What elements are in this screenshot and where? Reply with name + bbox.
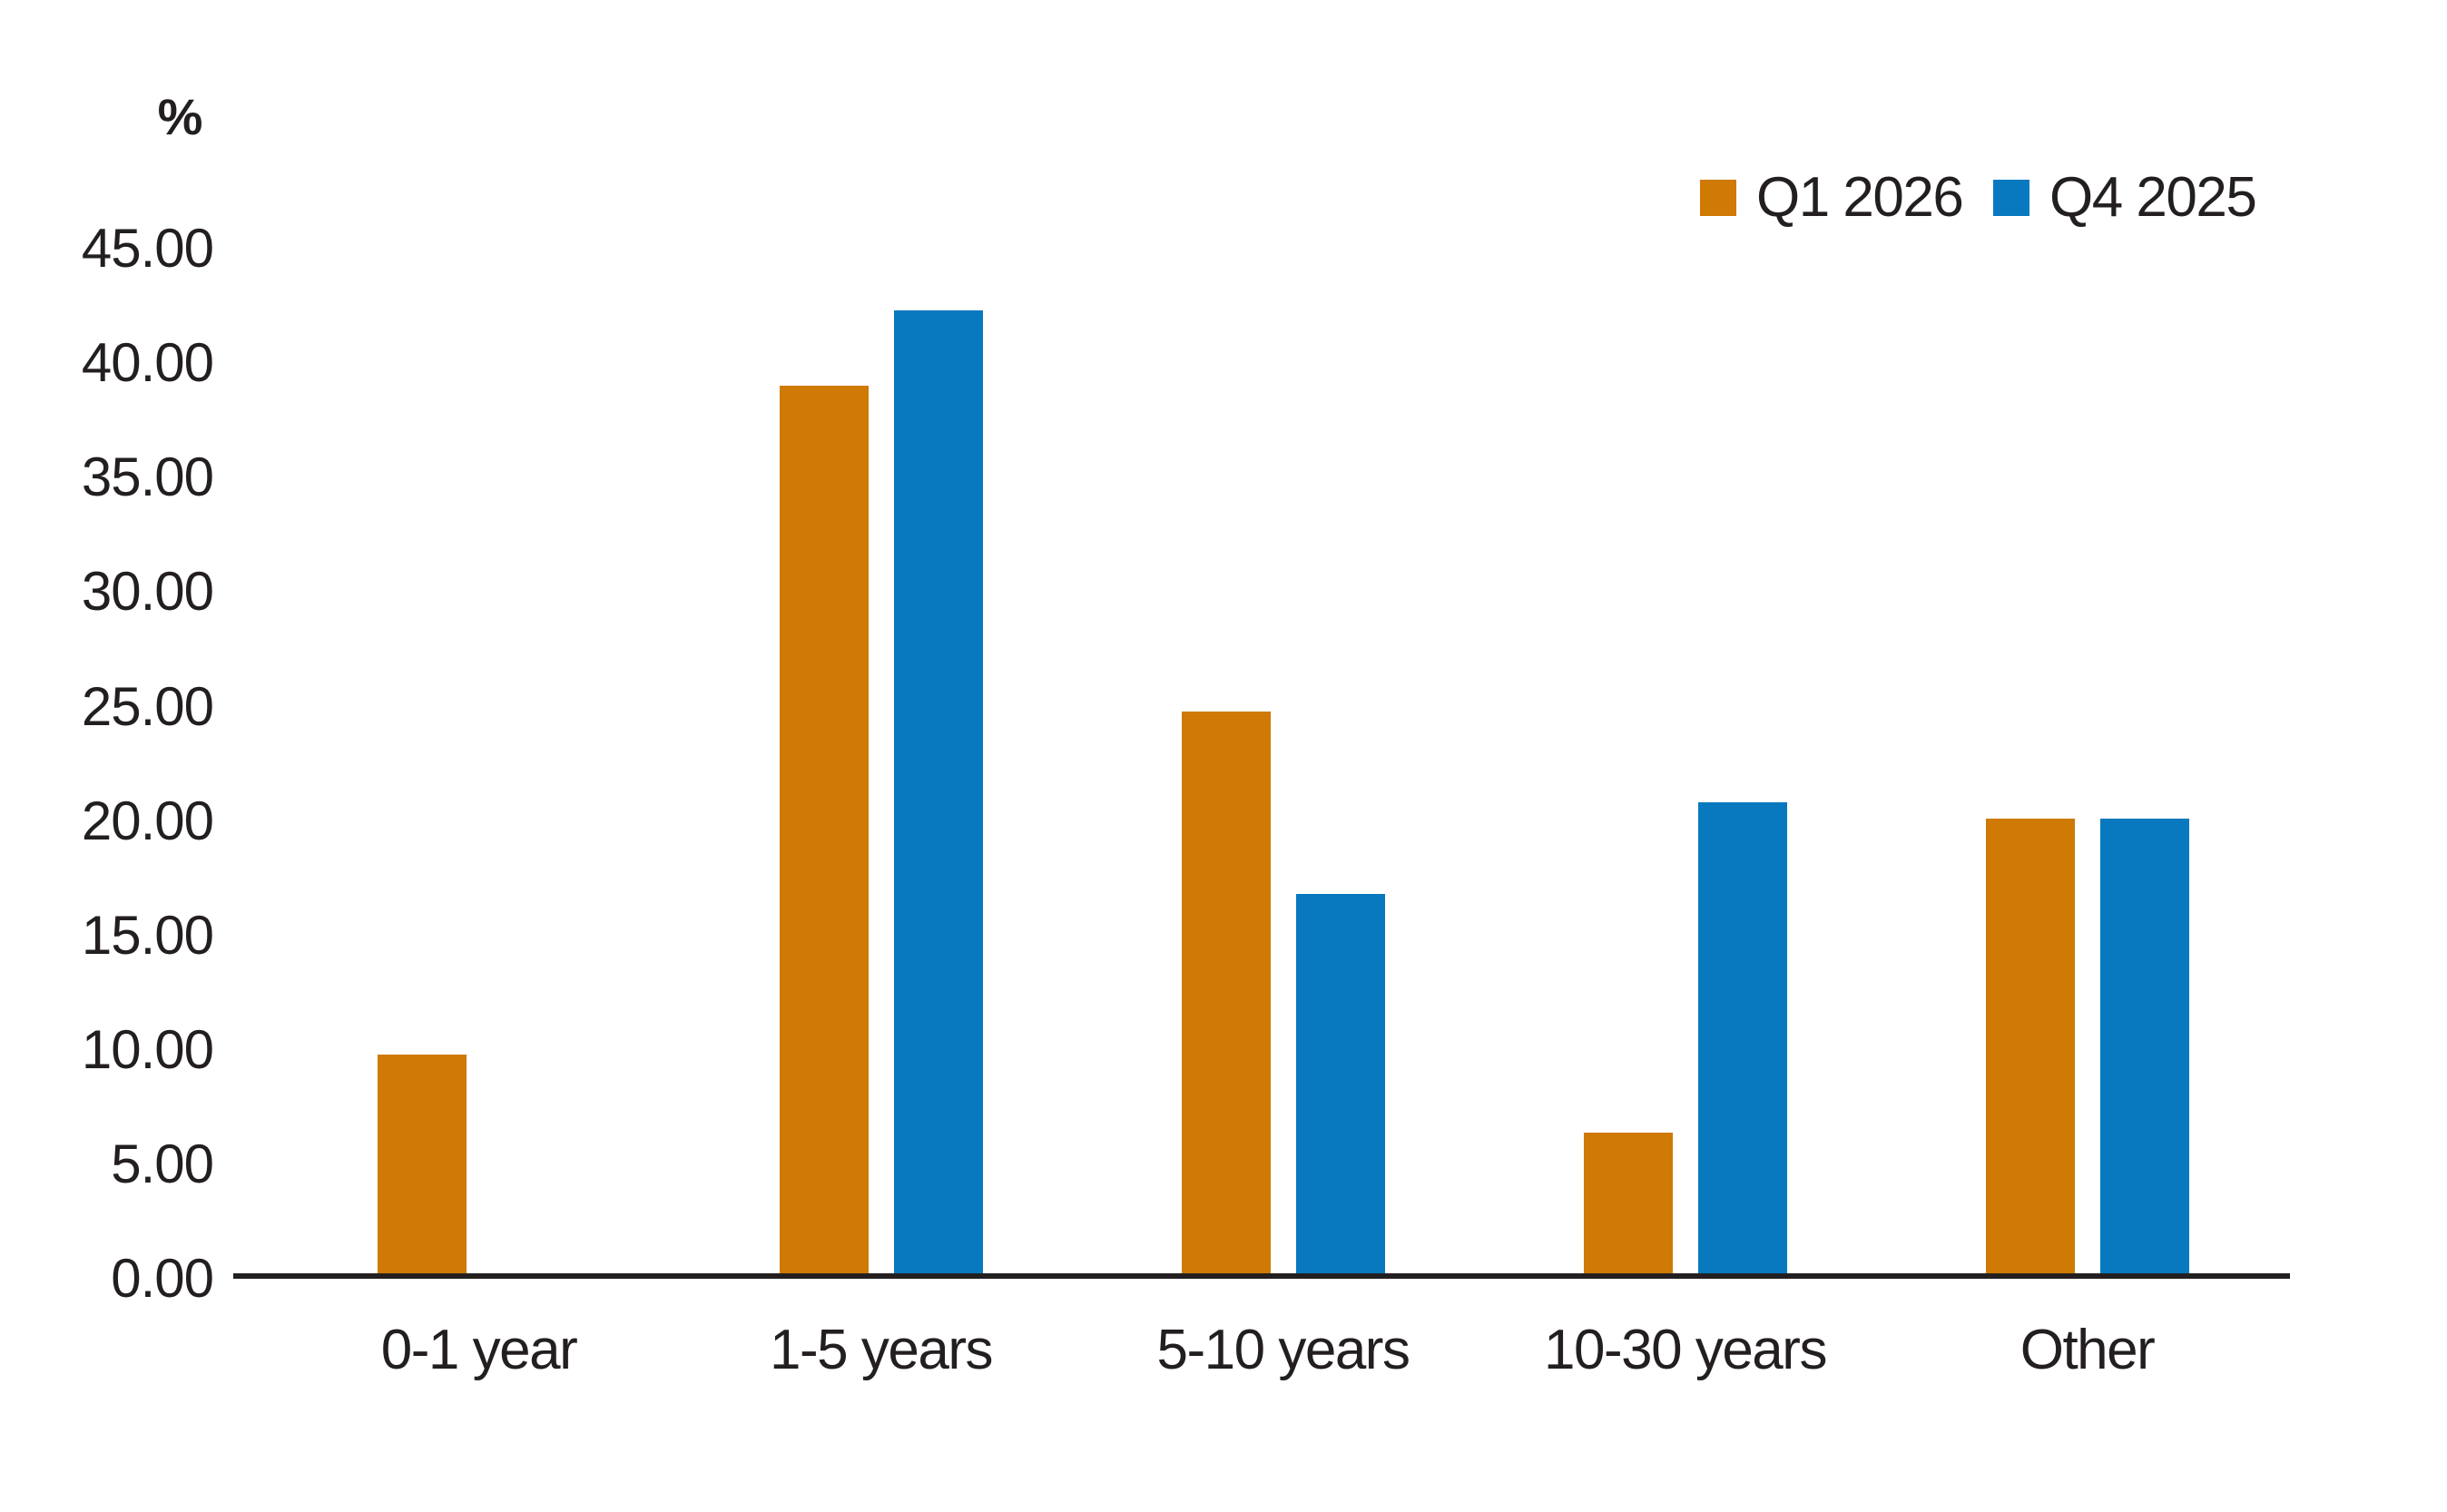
- y-tick-label: 40.00: [81, 332, 214, 394]
- y-tick-label: 20.00: [81, 790, 214, 851]
- bar-q4-2025: [2099, 819, 2189, 1279]
- y-axis-unit-label: %: [157, 88, 203, 145]
- x-category-label: 1-5 years: [770, 1319, 993, 1381]
- y-tick-label: 15.00: [81, 904, 214, 966]
- x-category-label: 0-1 year: [380, 1319, 578, 1381]
- x-category-label: 10-30 years: [1544, 1319, 1827, 1381]
- bar-q4-2025: [1697, 802, 1787, 1279]
- legend-item: Q4 2025: [1993, 166, 2257, 229]
- y-tick-label: 10.00: [81, 1018, 214, 1080]
- bar-q1-2026: [1985, 819, 2075, 1279]
- legend: Q1 2026 Q4 2025: [0, 169, 2447, 232]
- x-category-label: 5-10 years: [1156, 1319, 1410, 1381]
- legend-swatch-icon: [1993, 180, 2029, 216]
- y-tick-label: 25.00: [81, 675, 214, 737]
- bar-q1-2026: [779, 386, 869, 1279]
- x-axis-line: [233, 1273, 2290, 1279]
- bar-q1-2026: [377, 1054, 467, 1279]
- bar-q4-2025: [1295, 894, 1385, 1279]
- y-tick-label: 5.00: [111, 1133, 214, 1194]
- bar-q1-2026: [1181, 711, 1271, 1279]
- y-tick-label: 35.00: [81, 447, 214, 508]
- legend-item: Q1 2026: [1700, 166, 1964, 229]
- y-tick-label: 45.00: [81, 218, 214, 280]
- legend-label: Q1 2026: [1756, 166, 1964, 229]
- x-category-label: Other: [2020, 1319, 2156, 1381]
- legend-label: Q4 2025: [2049, 166, 2257, 229]
- bar-q1-2026: [1583, 1132, 1673, 1279]
- y-tick-label: 30.00: [81, 561, 214, 623]
- legend-swatch-icon: [1700, 180, 1736, 216]
- bar-q4-2025: [893, 310, 983, 1279]
- y-tick-label: 0.00: [111, 1248, 214, 1309]
